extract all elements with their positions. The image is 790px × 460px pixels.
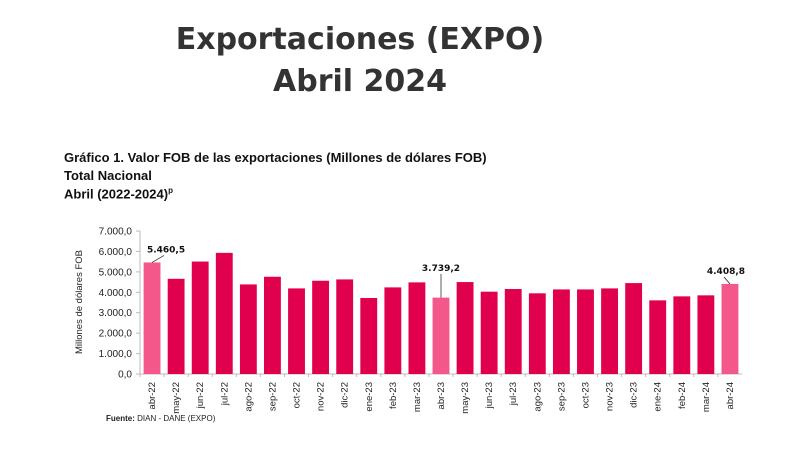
- chart-title: Gráfico 1. Valor FOB de las exportacione…: [64, 150, 487, 165]
- chart-period-sup: p: [168, 186, 173, 195]
- data-label-abr-22: 5.460,5: [147, 245, 185, 255]
- bar-feb-24: [673, 296, 691, 374]
- x-tick-label: jul-22: [219, 382, 230, 406]
- y-tick-label: 2.000,0: [99, 329, 133, 340]
- bar-oct-23: [577, 289, 594, 374]
- y-tick-label: 0,0: [118, 370, 132, 381]
- bar-dic-22: [336, 279, 354, 374]
- bar-may-22: [167, 278, 185, 374]
- bar-mar-23: [408, 282, 426, 374]
- bar-may-23: [456, 282, 474, 374]
- x-tick-label: jun-22: [195, 382, 206, 409]
- bar-feb-23: [384, 287, 402, 374]
- x-tick-label: jun-23: [484, 382, 495, 409]
- bar-ago-22: [239, 284, 257, 374]
- data-label-abr-24: 4.408,8: [707, 267, 745, 277]
- chart-period: Abril (2022-2024)p: [64, 186, 173, 201]
- y-tick-label: 7.000,0: [99, 227, 133, 238]
- x-tick-label: mar-23: [412, 382, 423, 412]
- bar-sep-22: [264, 276, 281, 374]
- bar-jun-23: [480, 291, 498, 374]
- x-tick-label: jul-23: [508, 382, 519, 406]
- y-tick-label: 1.000,0: [99, 349, 133, 360]
- bar-jul-22: [215, 252, 233, 374]
- bar-mar-24: [697, 295, 715, 374]
- source-note: Fuente: DIAN - DANE (EXPO): [106, 414, 215, 423]
- bar-nov-23: [601, 288, 618, 374]
- bar-abr-24: [721, 283, 739, 374]
- bar-jun-22: [191, 261, 209, 374]
- x-tick-label: feb-24: [677, 382, 688, 409]
- data-label-leader: [723, 276, 731, 285]
- x-tick-label: oct-23: [580, 382, 591, 408]
- bar-dic-23: [625, 283, 643, 374]
- x-tick-label: ago-23: [532, 382, 543, 412]
- y-tick-label: 5.000,0: [99, 267, 133, 278]
- x-tick-label: abr-24: [725, 382, 736, 409]
- chart-subtitle: Total Nacional: [64, 168, 152, 183]
- bar-ago-23: [528, 293, 546, 374]
- x-tick-label: sep-23: [556, 382, 567, 411]
- x-tick-label: nov-23: [605, 382, 616, 411]
- data-label-leader: [151, 255, 165, 263]
- chart-period-text: Abril (2022-2024): [64, 186, 169, 202]
- x-tick-label: dic-22: [340, 382, 351, 408]
- bar-ene-24: [649, 300, 667, 374]
- y-tick-label: 3.000,0: [99, 308, 133, 319]
- x-tick-label: ene-23: [364, 382, 375, 412]
- x-tick-label: nov-22: [316, 382, 327, 411]
- x-tick-label: mar-24: [701, 382, 712, 412]
- y-tick-label: 4.000,0: [99, 288, 133, 299]
- x-tick-label: may-22: [171, 382, 182, 414]
- bar-abr-23: [432, 297, 450, 374]
- page-title-line1: Exportaciones (EXPO): [175, 22, 545, 57]
- y-tick-label: 6.000,0: [99, 247, 133, 258]
- source-label: Fuente:: [106, 414, 135, 423]
- x-tick-label: abr-22: [147, 382, 158, 409]
- bar-sep-23: [552, 289, 570, 374]
- bar-ene-23: [360, 298, 378, 374]
- x-tick-label: sep-22: [267, 382, 278, 411]
- data-label-abr-23: 3.739,2: [422, 264, 460, 274]
- page-title-line2: Abril 2024: [273, 64, 447, 99]
- bar-abr-22: [143, 262, 161, 374]
- source-text: DIAN - DANE (EXPO): [137, 414, 216, 423]
- bar-oct-22: [288, 288, 305, 374]
- bar-nov-22: [312, 280, 330, 374]
- x-tick-label: feb-23: [388, 382, 399, 409]
- y-axis-label: Millones de dólares FOB: [74, 250, 85, 354]
- x-tick-label: ene-24: [653, 382, 664, 412]
- x-tick-label: ago-22: [243, 382, 254, 412]
- x-tick-label: may-23: [460, 382, 471, 414]
- x-tick-label: dic-23: [629, 382, 640, 408]
- x-tick-label: abr-23: [436, 382, 447, 409]
- bar-jul-23: [504, 289, 522, 374]
- x-tick-label: oct-22: [292, 382, 303, 408]
